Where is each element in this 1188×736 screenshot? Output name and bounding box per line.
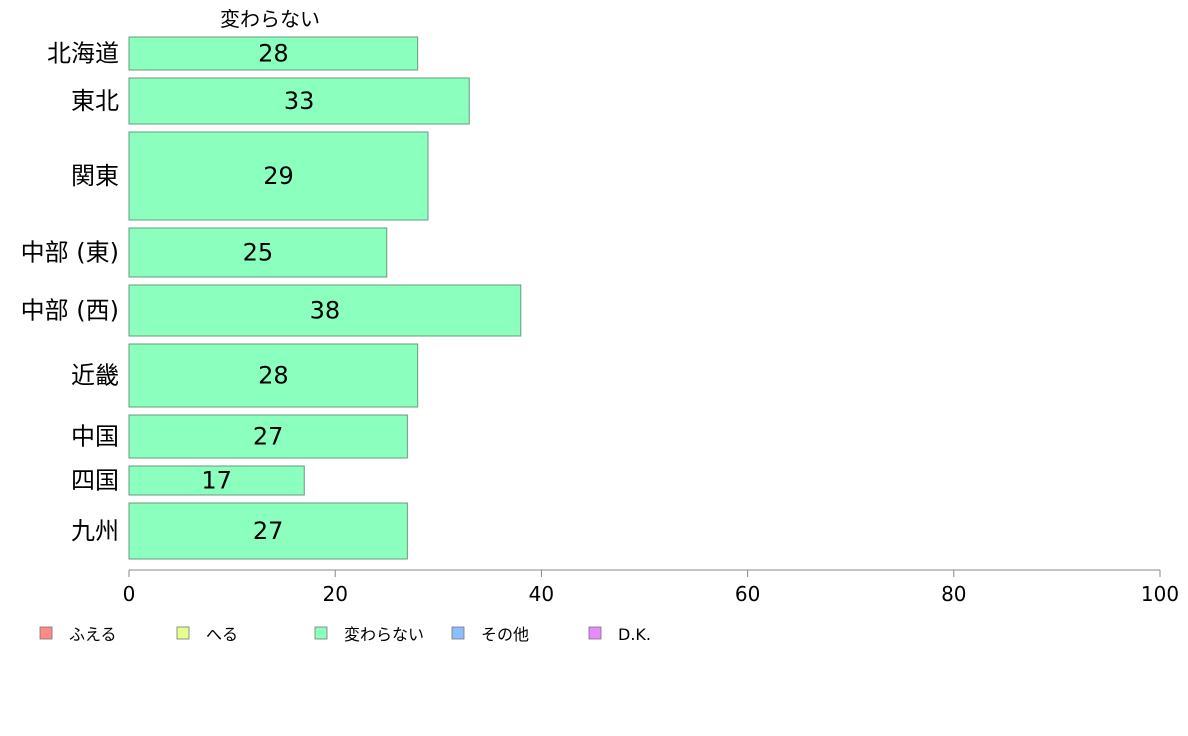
- legend-label: へる: [206, 625, 238, 644]
- category-label: 北海道: [47, 40, 119, 68]
- bar-value-label: 38: [310, 297, 341, 325]
- bar-value-label: 27: [253, 423, 284, 451]
- bar-value-label: 29: [263, 162, 294, 190]
- category-label: 中部 (西): [21, 297, 119, 325]
- category-label: 九州: [71, 517, 119, 545]
- bar-value-label: 33: [284, 87, 315, 115]
- x-tick-label: 40: [529, 582, 554, 606]
- category-label: 東北: [71, 87, 119, 115]
- legend-label: その他: [481, 625, 529, 644]
- bar: [128, 343, 419, 408]
- bar-value-label: 25: [243, 239, 274, 267]
- bar-value-label: 28: [258, 362, 289, 390]
- legend-label: ふえる: [69, 625, 117, 644]
- x-tick-label: 20: [322, 582, 347, 606]
- bar: [128, 36, 419, 71]
- x-tick-label: 0: [123, 582, 136, 606]
- x-tick-label: 80: [941, 582, 966, 606]
- bar-value-label: 17: [201, 467, 232, 495]
- bar: [128, 284, 522, 337]
- bar: [128, 502, 408, 560]
- legend-label: D.K.: [618, 625, 651, 644]
- legend-label: 変わらない: [344, 625, 424, 644]
- x-tick-label: 100: [1141, 582, 1179, 606]
- category-label: 近畿: [71, 362, 119, 390]
- bar: [128, 227, 388, 278]
- category-label: 関東: [71, 162, 119, 190]
- category-label: 中部 (東): [21, 239, 119, 267]
- legend-swatch: [176, 626, 190, 640]
- bar: [128, 131, 429, 221]
- bar: [128, 465, 305, 496]
- bar: [128, 414, 408, 459]
- bar-value-label: 28: [258, 40, 289, 68]
- legend-swatch: [588, 626, 602, 640]
- bar: [128, 77, 470, 125]
- category-label: 四国: [71, 467, 119, 495]
- series-title: 変わらない: [220, 7, 320, 31]
- bar-value-label: 27: [253, 517, 284, 545]
- x-tick-label: 60: [735, 582, 760, 606]
- legend-swatch: [39, 626, 53, 640]
- category-label: 中国: [71, 423, 119, 451]
- legend-swatch: [314, 626, 328, 640]
- legend-swatch: [451, 626, 465, 640]
